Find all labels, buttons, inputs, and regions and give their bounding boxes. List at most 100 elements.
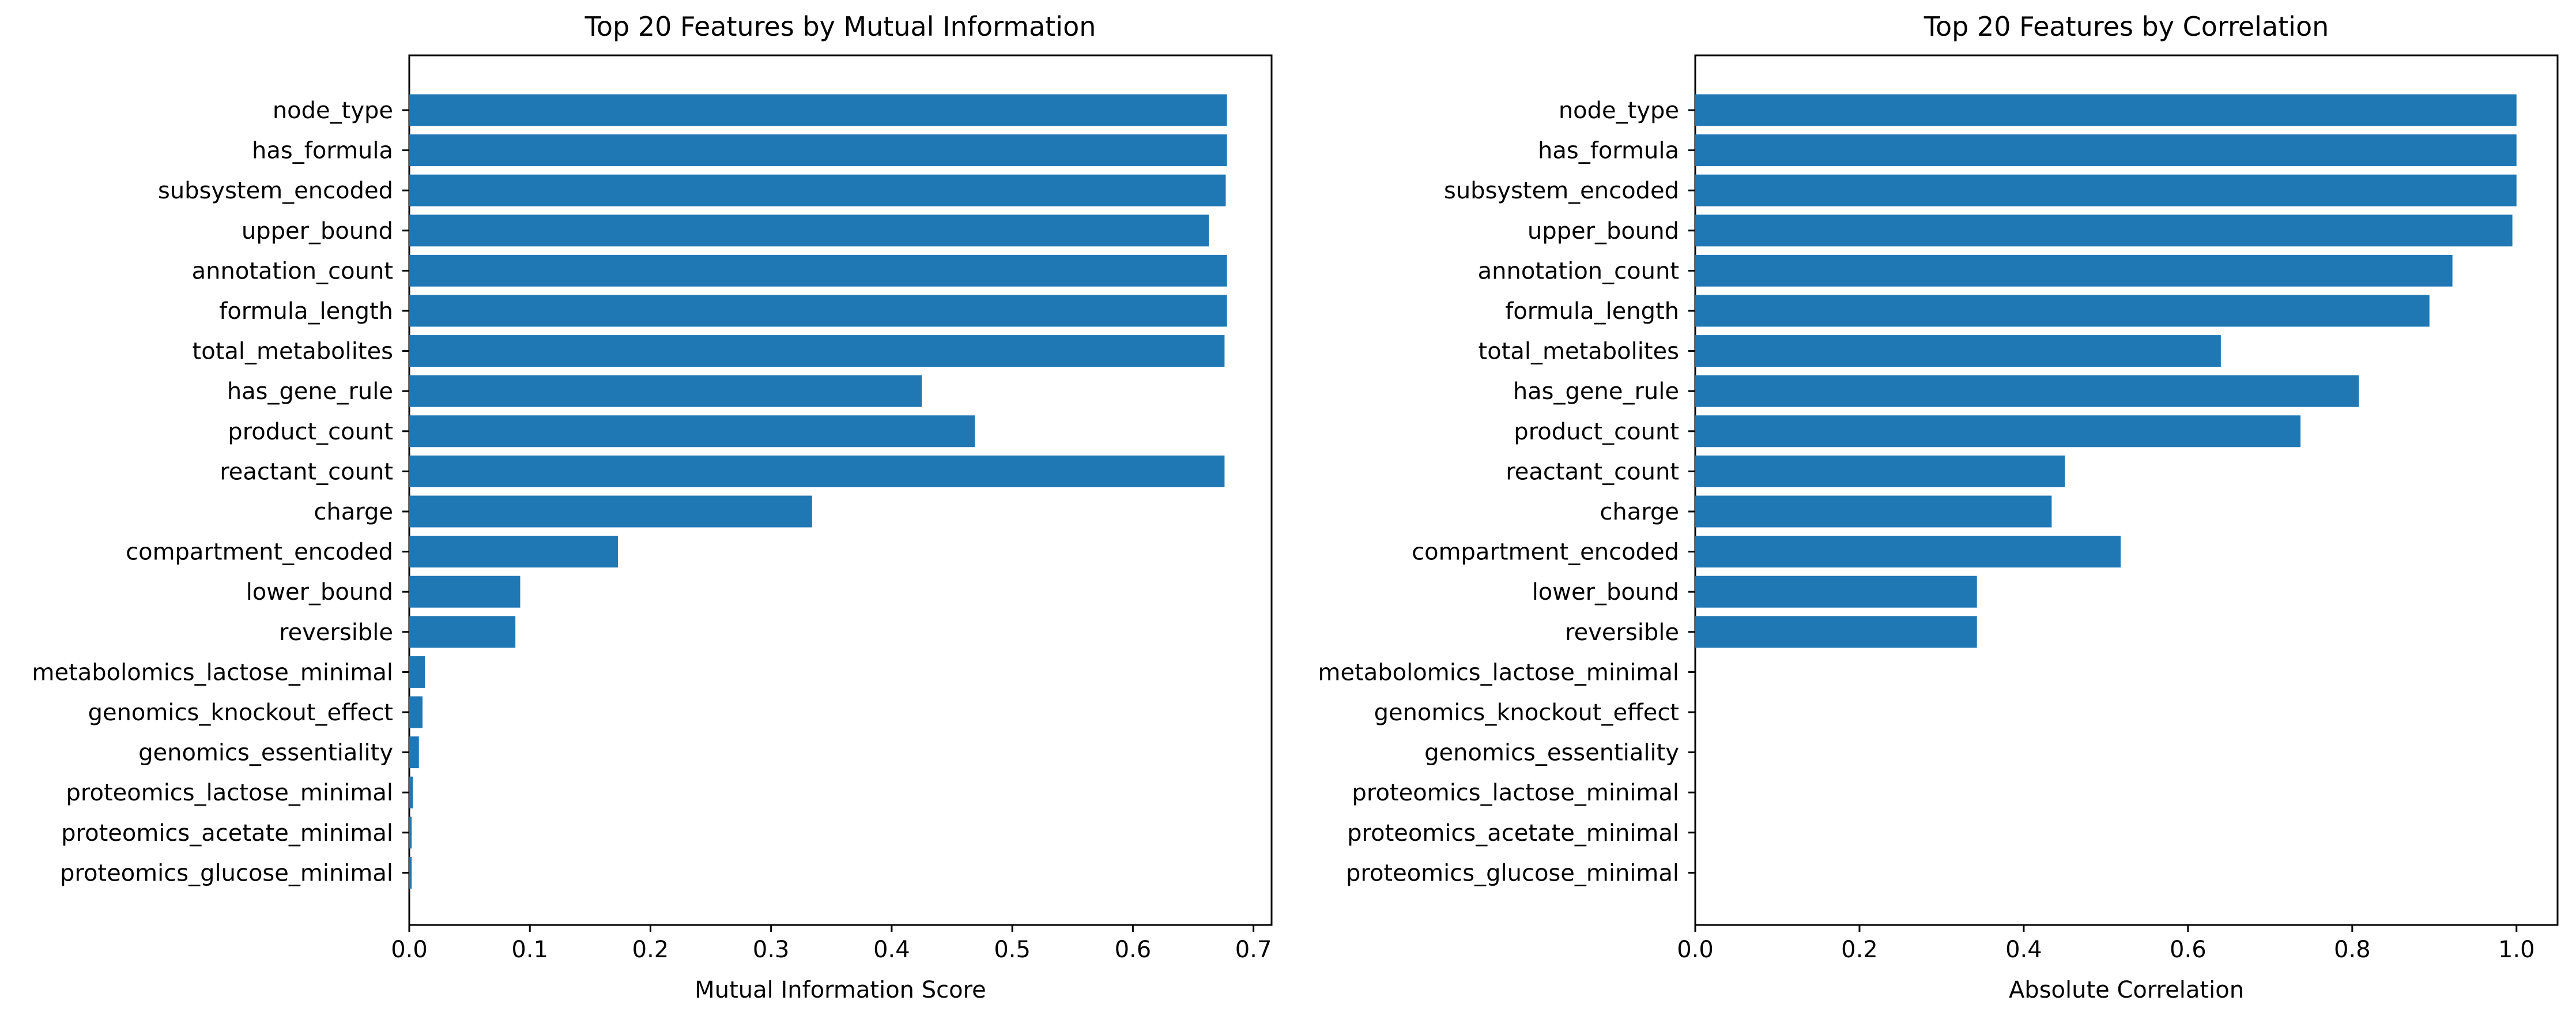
x-tick-label: 0.2 (1841, 937, 1878, 963)
y-tick-label: node_type (1559, 97, 1679, 124)
y-tick-label: node_type (273, 97, 393, 124)
y-tick-label: has_formula (252, 138, 393, 164)
x-tick-label: 0.7 (1235, 937, 1272, 963)
y-tick-label: compartment_encoded (126, 539, 393, 566)
y-tick-label: genomics_knockout_effect (88, 699, 393, 726)
chart-title: Top 20 Features by Mutual Information (584, 11, 1096, 42)
y-tick-label: proteomics_lactose_minimal (66, 780, 393, 806)
y-tick-label: subsystem_encoded (158, 178, 393, 204)
bar-formula-length (1695, 295, 2430, 327)
y-tick-label: has_formula (1538, 138, 1679, 164)
y-tick-label: reactant_count (1506, 458, 1679, 485)
correlation-chart-panel: Top 20 Features by Correlation node_type… (1318, 11, 2559, 1003)
x-tick-label: 1.0 (2498, 937, 2535, 963)
x-tick-label: 0.5 (994, 937, 1031, 963)
bar-reactant-count (409, 455, 1225, 487)
y-tick-label: genomics_essentiality (1424, 740, 1679, 766)
y-tick-label: upper_bound (1528, 218, 1679, 245)
bar-node-type (1695, 94, 2517, 126)
x-tick-label: 0.2 (632, 937, 669, 963)
y-tick-label: reversible (279, 619, 393, 646)
bar-genomics-knockout-effect (409, 696, 423, 728)
y-tick-label: product_count (228, 419, 393, 445)
y-tick-label: total_metabolites (193, 339, 393, 365)
y-tick-label: reversible (1565, 619, 1679, 646)
bar-formula-length (409, 295, 1227, 327)
x-tick-label: 0.0 (1677, 937, 1714, 963)
bar-proteomics-glucose-minimal (409, 856, 412, 889)
y-tick-label: annotation_count (192, 258, 393, 284)
bar-lower-bound (1695, 576, 1977, 608)
bar-compartment-encoded (409, 536, 618, 568)
bar-lower-bound (409, 576, 521, 608)
bar-compartment-encoded (1695, 536, 2121, 568)
bar-metabolomics-lactose-minimal (409, 656, 425, 688)
y-tick-label: proteomics_glucose_minimal (60, 860, 393, 886)
bar-reversible (409, 616, 516, 648)
x-tick-label: 0.0 (391, 937, 428, 963)
y-tick-label: formula_length (1505, 298, 1679, 325)
y-tick-label: proteomics_glucose_minimal (1346, 860, 1679, 886)
bar-node-type (409, 94, 1227, 126)
y-tick-label: proteomics_acetate_minimal (1347, 820, 1679, 847)
y-tick-label: subsystem_encoded (1444, 178, 1679, 204)
bar-product-count (409, 415, 975, 447)
bar-charge (1695, 495, 2052, 528)
x-tick-label: 0.4 (2005, 937, 2042, 963)
y-tick-labels: node_type has_formula subsystem_encodedupp… (32, 97, 409, 886)
x-tick-label: 0.3 (753, 937, 790, 963)
bar-has-formula (409, 134, 1227, 167)
plot-frame (1694, 54, 2559, 926)
y-tick-label: metabolomics_lactose_minimal (32, 659, 393, 686)
bar-group (1695, 94, 2517, 648)
x-tick-label: 0.8 (2334, 937, 2371, 963)
mi-chart-panel: Top 20 Features by Mutual Information no… (32, 11, 1273, 1003)
plot-frame (408, 54, 1273, 926)
bar-annotation-count (1695, 254, 2453, 287)
y-tick-label: upper_bound (242, 218, 393, 245)
bar-reversible (1695, 616, 1977, 648)
y-tick-labels: node_type has_formula subsystem_encodedupp… (1318, 97, 1695, 886)
bar-group (409, 94, 1227, 889)
bar-genomics-essentiality (409, 736, 419, 769)
y-tick-label: reactant_count (220, 458, 393, 485)
x-ticks: 0.0 0.1 0.2 0.3 0.4 0.5 0.6 0.7 (391, 925, 1272, 963)
y-tick-label: genomics_knockout_effect (1374, 699, 1679, 726)
x-tick-label: 0.6 (1115, 937, 1152, 963)
x-tick-label: 0.1 (511, 937, 548, 963)
y-tick-label: compartment_encoded (1412, 539, 1679, 566)
y-tick-label: has_gene_rule (227, 378, 393, 405)
bar-reactant-count (1695, 455, 2065, 487)
y-tick-label: charge (314, 499, 393, 525)
x-ticks: 0.0 0.2 0.4 0.6 0.8 1.0 (1677, 925, 2535, 963)
bar-product-count (1695, 415, 2301, 447)
bar-has-formula (1695, 134, 2517, 167)
bar-has-gene-rule (409, 375, 922, 407)
y-tick-label: genomics_essentiality (138, 740, 393, 766)
bar-has-gene-rule (1695, 375, 2359, 407)
y-tick-label: annotation_count (1478, 258, 1679, 284)
y-tick-label: proteomics_acetate_minimal (61, 820, 393, 847)
y-tick-label: total_metabolites (1479, 339, 1679, 365)
bar-upper-bound (1695, 215, 2513, 247)
y-tick-label: metabolomics_lactose_minimal (1318, 659, 1679, 686)
y-tick-label: formula_length (219, 298, 393, 325)
x-axis-label: Mutual Information Score (695, 977, 986, 1003)
y-tick-label: proteomics_lactose_minimal (1352, 780, 1679, 806)
y-tick-label: lower_bound (1532, 579, 1679, 605)
bar-upper-bound (409, 215, 1209, 247)
bar-subsystem-encoded (409, 174, 1226, 206)
y-tick-label: product_count (1514, 419, 1679, 445)
bar-charge (409, 495, 812, 528)
bar-proteomics-lactose-minimal (409, 776, 413, 808)
y-tick-label: charge (1600, 499, 1679, 525)
bar-total-metabolites (409, 335, 1225, 367)
chart-title: Top 20 Features by Correlation (1923, 11, 2329, 42)
x-tick-label: 0.4 (873, 937, 910, 963)
bar-annotation-count (409, 254, 1227, 287)
bar-total-metabolites (1695, 335, 2221, 367)
bar-subsystem-encoded (1695, 174, 2517, 206)
y-tick-label: lower_bound (246, 579, 393, 605)
